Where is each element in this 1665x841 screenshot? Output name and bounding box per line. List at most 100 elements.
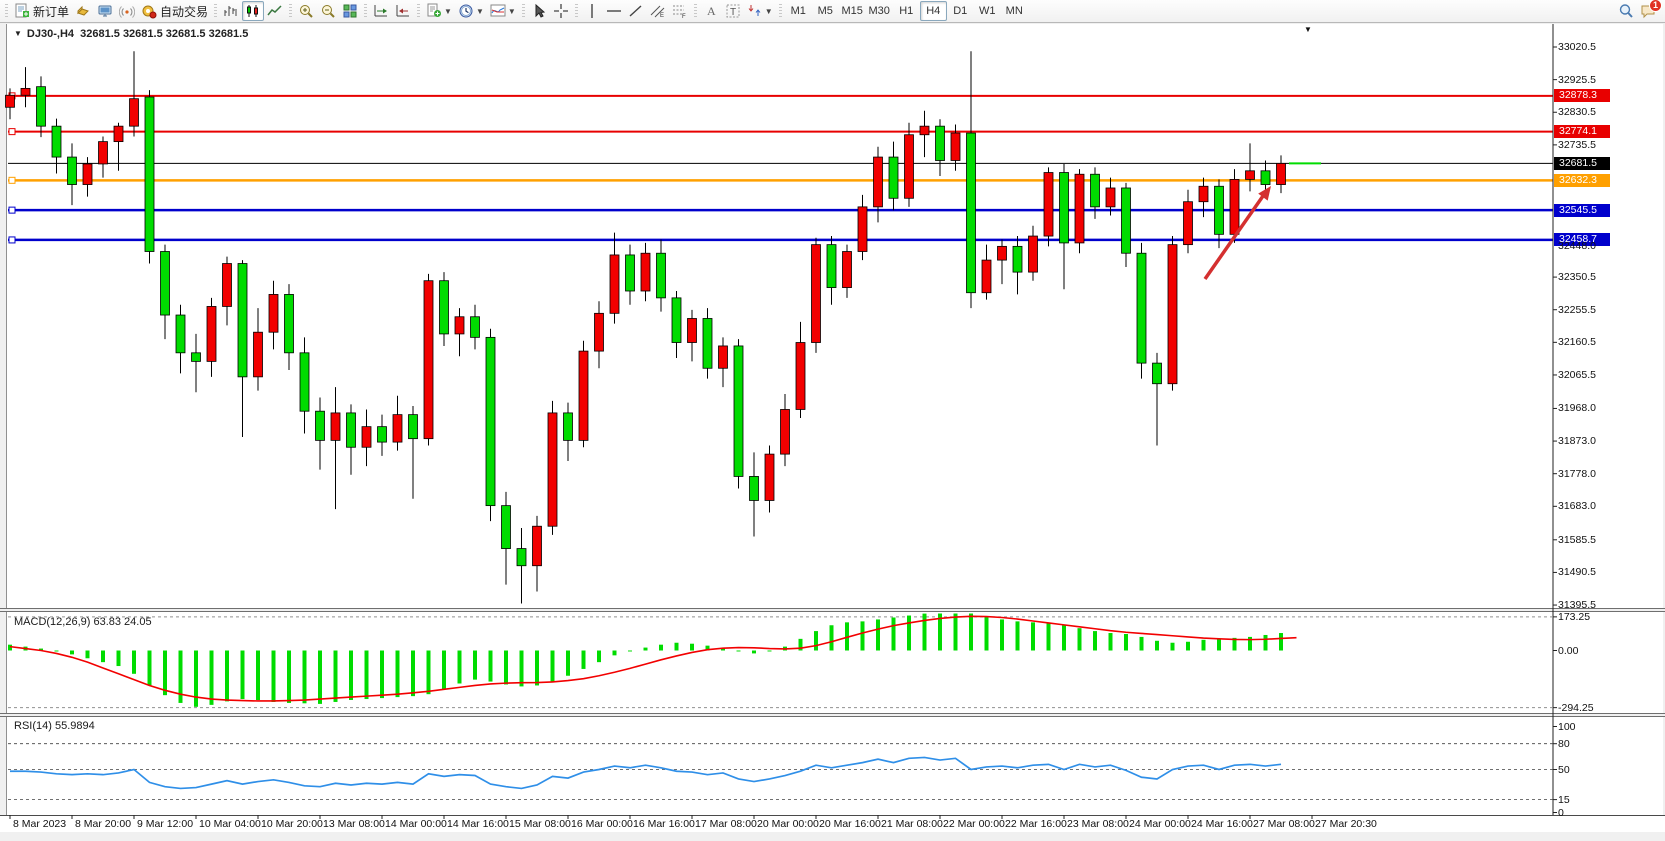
price-axis-label: 32448.0 — [1558, 239, 1596, 252]
toolbar-grip[interactable] — [5, 4, 8, 18]
price-axis-label: 32065.5 — [1558, 368, 1596, 381]
equidistant-channel-button[interactable]: E — [647, 1, 669, 21]
toolbar-grip[interactable] — [214, 4, 218, 18]
candle — [888, 141, 899, 211]
candle — [516, 527, 527, 604]
dropdown-caret-icon[interactable]: ▼ — [444, 6, 452, 16]
time-axis-label: 10 Mar 04:00 — [199, 818, 261, 830]
price-chart-pane[interactable] — [6, 24, 1663, 608]
quotes-window-button[interactable] — [72, 1, 94, 21]
periods-button[interactable]: ▼ — [455, 1, 487, 21]
clock-icon — [459, 4, 473, 18]
trendline-button[interactable] — [625, 1, 647, 21]
dropdown-caret-icon[interactable]: ▼ — [507, 6, 516, 16]
cursor-button[interactable] — [528, 1, 550, 21]
zoom-in-button[interactable] — [295, 1, 317, 21]
candle — [749, 452, 759, 537]
horizontal-line[interactable] — [8, 92, 1553, 100]
pane-separator[interactable] — [0, 713, 1665, 717]
timeframe-d1-button[interactable]: D1 — [953, 5, 968, 17]
autotrading-button[interactable]: 自动交易 — [138, 1, 211, 21]
crosshair-button[interactable] — [550, 1, 572, 21]
macd-axis-label: 173.25 — [1558, 610, 1591, 623]
channel-icon: E — [650, 5, 665, 19]
price-axis-label: 32350.5 — [1558, 271, 1596, 284]
candle — [904, 122, 914, 207]
toolbar-grip[interactable] — [574, 4, 578, 18]
pane-separator[interactable] — [0, 608, 1665, 612]
timeframe-m1-button[interactable]: M1 — [790, 5, 806, 17]
terminal-window-button[interactable] — [94, 1, 116, 21]
text-button[interactable]: A — [700, 1, 722, 21]
toolbar-grip[interactable] — [289, 4, 293, 18]
time-axis-label: 14 Mar 16:00 — [447, 818, 509, 830]
timeframe-mn-button[interactable]: MN — [1005, 5, 1023, 17]
candle — [795, 321, 806, 419]
horizontal-line[interactable] — [8, 128, 1553, 136]
hline-icon — [606, 10, 621, 12]
scroll-to-end-button[interactable] — [370, 1, 392, 21]
current-price-tag: 32681.5 — [1554, 156, 1610, 170]
search-button[interactable] — [1615, 1, 1637, 21]
time-axis — [0, 815, 1665, 832]
bars-icon — [224, 6, 237, 16]
candle — [1059, 163, 1069, 290]
horizontal-line[interactable] — [8, 236, 1553, 244]
toolbar-grip[interactable] — [417, 4, 421, 18]
time-axis-label: 27 Mar 20:30 — [1315, 818, 1377, 830]
timeframe-w1-button[interactable]: W1 — [978, 5, 996, 17]
signals-button[interactable] — [116, 1, 138, 21]
text-label-button[interactable]: T — [722, 1, 744, 21]
chart-title-collapse-icon[interactable]: ▼ — [14, 29, 22, 38]
toolbar-grip[interactable] — [364, 4, 368, 18]
dropdown-caret-icon[interactable]: ▼ — [475, 6, 484, 16]
candle — [950, 124, 961, 171]
time-axis-label: 27 Mar 08:00 — [1253, 818, 1315, 830]
arrows-button[interactable]: ▼ — [744, 1, 776, 21]
chart-candles-button[interactable] — [242, 1, 265, 21]
time-axis-label: 13 Mar 08:00 — [323, 818, 385, 830]
notifications-button[interactable]: 1 — [1637, 0, 1662, 21]
fibonacci-button[interactable]: F — [669, 1, 691, 21]
candle — [718, 337, 728, 388]
svg-text:A: A — [707, 4, 716, 18]
candle — [563, 402, 573, 461]
toolbar-grip[interactable] — [521, 4, 525, 18]
notification-badge: 1 — [1649, 0, 1662, 12]
horizontal-line[interactable] — [8, 206, 1553, 214]
price-axis-label: 32830.5 — [1558, 106, 1596, 119]
chart-shift-button[interactable] — [392, 1, 414, 21]
macd-pane[interactable] — [6, 612, 1663, 713]
timeframe-h4-button[interactable]: H4 — [919, 1, 947, 21]
price-axis-label: 32925.5 — [1558, 73, 1596, 86]
candle — [826, 236, 837, 305]
timeframe-h1-button[interactable]: H1 — [899, 5, 914, 17]
horizontal-line-button[interactable] — [603, 1, 625, 21]
indicators-button[interactable]: ▼ — [487, 1, 519, 21]
indicator-icon — [490, 4, 506, 17]
chart-bars-button[interactable] — [220, 1, 242, 21]
scroll-marker-icon[interactable]: ▼ — [1304, 25, 1312, 34]
new-order-button[interactable]: 新订单 — [11, 1, 72, 21]
timeframe-m30-button[interactable]: M30 — [868, 5, 890, 17]
candle — [532, 515, 542, 592]
horizontal-line[interactable] — [8, 176, 1553, 184]
chart-line-button[interactable] — [264, 1, 286, 21]
arrow-annotation[interactable] — [1203, 186, 1271, 281]
toolbar-grip[interactable] — [693, 4, 697, 18]
price-tag: 32774.1 — [1554, 125, 1610, 139]
templates-button[interactable]: ▼ — [423, 1, 455, 21]
timeframe-m15-button[interactable]: M15 — [841, 5, 863, 17]
dropdown-caret-icon[interactable]: ▼ — [764, 6, 773, 16]
toolbar-grip[interactable] — [778, 4, 782, 18]
macd-signal-line — [9, 615, 1297, 702]
timeframe-m5-button[interactable]: M5 — [817, 5, 833, 17]
price-axis-label: 32255.5 — [1558, 303, 1596, 316]
vertical-line-button[interactable] — [581, 1, 603, 21]
candle — [160, 244, 170, 340]
rsi-pane[interactable] — [6, 717, 1663, 815]
zoom-out-button[interactable] — [317, 1, 339, 21]
tile-windows-button[interactable] — [339, 1, 361, 21]
candle — [919, 110, 930, 158]
